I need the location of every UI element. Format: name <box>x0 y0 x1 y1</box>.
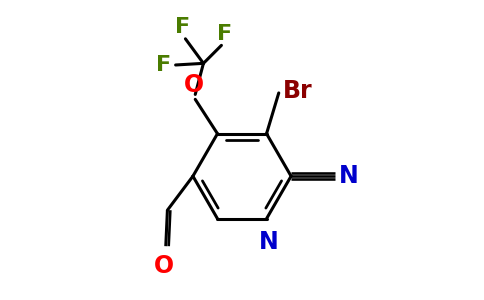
Text: Br: Br <box>283 79 312 103</box>
Text: O: O <box>183 73 204 97</box>
Text: F: F <box>155 55 171 75</box>
Text: F: F <box>217 24 232 44</box>
Text: F: F <box>175 17 190 37</box>
Text: O: O <box>154 254 174 278</box>
Text: N: N <box>259 230 279 254</box>
Text: N: N <box>339 164 359 188</box>
